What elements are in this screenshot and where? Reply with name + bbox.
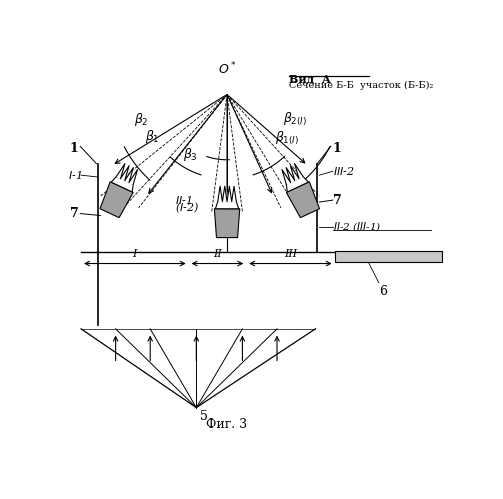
Text: $\beta_1$: $\beta_1$ (145, 128, 160, 145)
Text: 5: 5 (200, 410, 208, 423)
Text: III: III (284, 249, 297, 259)
Text: Сечение Б-Б  участок (Б-Б)₂: Сечение Б-Б участок (Б-Б)₂ (289, 81, 433, 90)
Text: 7: 7 (332, 194, 342, 207)
Text: $\beta_{2(I)}$: $\beta_{2(I)}$ (283, 111, 307, 128)
Polygon shape (218, 186, 236, 202)
Text: 7: 7 (70, 207, 78, 220)
Polygon shape (116, 164, 138, 185)
Polygon shape (111, 177, 133, 192)
Text: $\beta_2$: $\beta_2$ (134, 111, 148, 128)
Text: Фиг. 3: Фиг. 3 (207, 418, 247, 431)
Text: $I$-1: $I$-1 (67, 169, 81, 181)
Polygon shape (214, 209, 240, 238)
Text: Вид  А: Вид А (289, 73, 330, 84)
Polygon shape (215, 202, 238, 209)
Text: $II$-2 ($III$-1): $II$-2 ($III$-1) (332, 221, 381, 234)
Polygon shape (286, 182, 319, 218)
Bar (334, 251, 442, 261)
Text: $\beta_{1(I)}$: $\beta_{1(I)}$ (275, 130, 299, 147)
Polygon shape (286, 177, 308, 192)
Text: $III$-2: $III$-2 (332, 165, 355, 177)
Polygon shape (100, 182, 133, 218)
Text: 6: 6 (379, 284, 387, 298)
Text: II: II (213, 249, 222, 259)
Text: 1: 1 (332, 142, 342, 155)
Text: 1: 1 (70, 142, 78, 155)
Text: $\beta_3$: $\beta_3$ (184, 146, 198, 163)
Polygon shape (282, 164, 303, 185)
Text: $II$-1: $II$-1 (175, 194, 192, 206)
Text: I: I (133, 249, 137, 259)
Text: ($I$-2): ($I$-2) (175, 201, 200, 215)
Text: $O^*$: $O^*$ (218, 60, 236, 77)
